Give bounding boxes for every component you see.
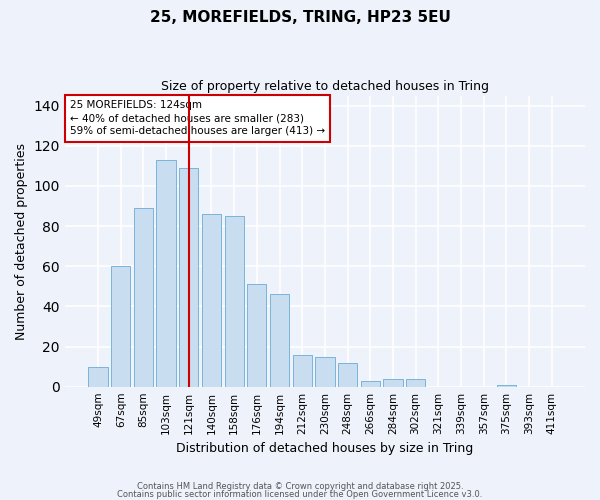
Title: Size of property relative to detached houses in Tring: Size of property relative to detached ho… <box>161 80 489 93</box>
Bar <box>111 266 130 386</box>
Bar <box>406 378 425 386</box>
Text: 25, MOREFIELDS, TRING, HP23 5EU: 25, MOREFIELDS, TRING, HP23 5EU <box>149 10 451 25</box>
Text: 25 MOREFIELDS: 124sqm
← 40% of detached houses are smaller (283)
59% of semi-det: 25 MOREFIELDS: 124sqm ← 40% of detached … <box>70 100 325 136</box>
Text: Contains HM Land Registry data © Crown copyright and database right 2025.: Contains HM Land Registry data © Crown c… <box>137 482 463 491</box>
Bar <box>179 168 199 386</box>
Bar <box>202 214 221 386</box>
Bar <box>361 380 380 386</box>
Bar <box>88 366 108 386</box>
Bar <box>497 384 516 386</box>
X-axis label: Distribution of detached houses by size in Tring: Distribution of detached houses by size … <box>176 442 473 455</box>
Bar <box>293 354 312 386</box>
Bar <box>224 216 244 386</box>
Bar <box>157 160 176 386</box>
Bar <box>338 362 357 386</box>
Y-axis label: Number of detached properties: Number of detached properties <box>15 142 28 340</box>
Text: Contains public sector information licensed under the Open Government Licence v3: Contains public sector information licen… <box>118 490 482 499</box>
Bar <box>134 208 153 386</box>
Bar <box>383 378 403 386</box>
Bar <box>247 284 266 386</box>
Bar <box>315 356 335 386</box>
Bar <box>270 294 289 386</box>
